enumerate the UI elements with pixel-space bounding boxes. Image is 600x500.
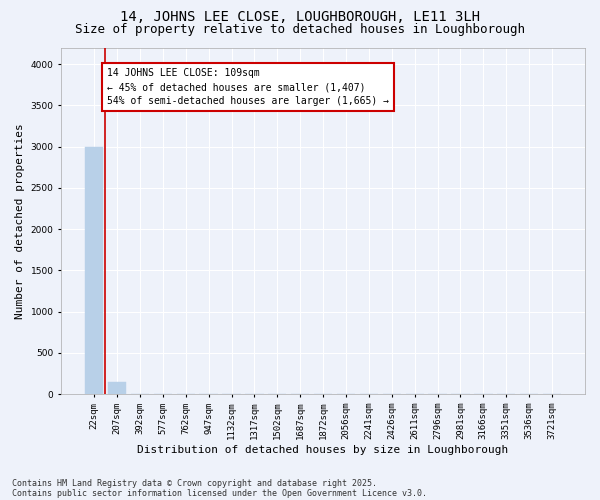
Text: Size of property relative to detached houses in Loughborough: Size of property relative to detached ho… bbox=[75, 22, 525, 36]
Bar bbox=[108, 382, 126, 394]
Text: 14 JOHNS LEE CLOSE: 109sqm
← 45% of detached houses are smaller (1,407)
54% of s: 14 JOHNS LEE CLOSE: 109sqm ← 45% of deta… bbox=[107, 68, 389, 106]
Text: Contains HM Land Registry data © Crown copyright and database right 2025.: Contains HM Land Registry data © Crown c… bbox=[12, 478, 377, 488]
Y-axis label: Number of detached properties: Number of detached properties bbox=[15, 123, 25, 318]
Text: 14, JOHNS LEE CLOSE, LOUGHBOROUGH, LE11 3LH: 14, JOHNS LEE CLOSE, LOUGHBOROUGH, LE11 … bbox=[120, 10, 480, 24]
Bar bbox=[85, 146, 103, 394]
Text: Contains public sector information licensed under the Open Government Licence v3: Contains public sector information licen… bbox=[12, 488, 427, 498]
X-axis label: Distribution of detached houses by size in Loughborough: Distribution of detached houses by size … bbox=[137, 445, 509, 455]
